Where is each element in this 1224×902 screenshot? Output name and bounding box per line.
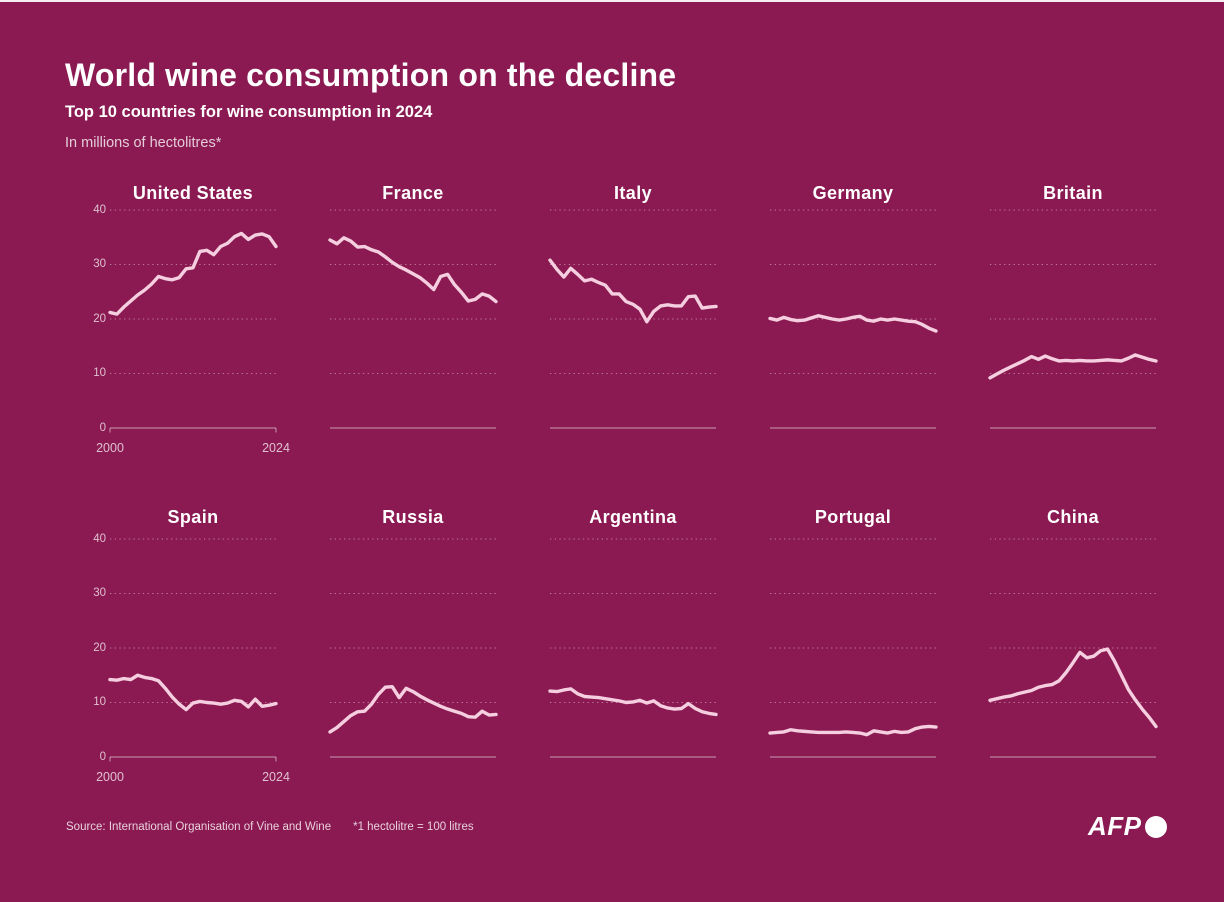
chart-title-italy: Italy (613, 183, 653, 203)
y-tick-label-10: 10 (93, 367, 106, 379)
chart-title-germany: Germany (812, 183, 894, 203)
italy-trend-line (548, 258, 718, 324)
germany-trend-line (768, 314, 938, 333)
chart-spain (108, 538, 278, 762)
y-tick-label-0: 0 (99, 750, 106, 763)
footnote-text: *1 hectolitre = 100 litres (353, 821, 474, 833)
chart-title-portugal: Portugal (814, 507, 892, 527)
x-tick-label-2000: 2000 (96, 770, 124, 784)
chart-title-russia: Russia (382, 507, 444, 527)
chart-france (328, 209, 498, 429)
y-tick-label-20: 20 (93, 641, 106, 654)
page-title: World wine consumption on the decline (65, 57, 677, 93)
chart-title-argentina: Argentina (589, 507, 677, 527)
afp-logo: AFP (1088, 811, 1167, 841)
y-tick-label-10: 10 (93, 696, 106, 708)
x-tick-label-2000: 2000 (96, 441, 124, 455)
united-states-trend-line (108, 231, 278, 316)
chart-portugal (768, 538, 938, 758)
source-text: Source: International Organisation of Vi… (66, 821, 332, 833)
chart-china (988, 538, 1158, 758)
y-tick-label-40: 40 (93, 532, 106, 545)
china-trend-line (988, 647, 1158, 729)
chart-italy (548, 209, 718, 429)
chart-title-spain: Spain (167, 507, 219, 527)
page-subtitle: Top 10 countries for wine consumption in… (65, 103, 433, 121)
spain-trend-line (108, 673, 278, 712)
x-tick-label-2024: 2024 (262, 770, 290, 784)
chart-britain (988, 209, 1158, 429)
chart-title-united-states: United States (132, 183, 254, 203)
afp-logo-text: AFP (1088, 810, 1142, 841)
y-tick-label-40: 40 (93, 203, 106, 216)
source-note: Source: International Organisation of Vi… (66, 821, 474, 833)
y-tick-label-20: 20 (93, 312, 106, 325)
y-tick-label-30: 30 (93, 258, 106, 270)
russia-trend-line (328, 684, 498, 734)
chart-title-china: China (1046, 507, 1099, 527)
x-tick-label-2024: 2024 (262, 441, 290, 455)
chart-title-france: France (382, 183, 444, 203)
chart-title-britain: Britain (1043, 183, 1103, 203)
chart-germany (768, 209, 938, 429)
argentina-trend-line (548, 687, 718, 717)
chart-united-states (108, 209, 278, 433)
britain-trend-line (988, 353, 1158, 380)
top-edge-line (0, 0, 1224, 2)
unit-note: In millions of hectolitres* (65, 135, 222, 151)
y-tick-label-30: 30 (93, 587, 106, 599)
portugal-trend-line (768, 724, 938, 737)
chart-russia (328, 538, 498, 758)
chart-argentina (548, 538, 718, 758)
y-tick-label-0: 0 (99, 421, 106, 434)
france-trend-line (328, 236, 498, 304)
afp-logo-circle-icon (1144, 816, 1167, 838)
